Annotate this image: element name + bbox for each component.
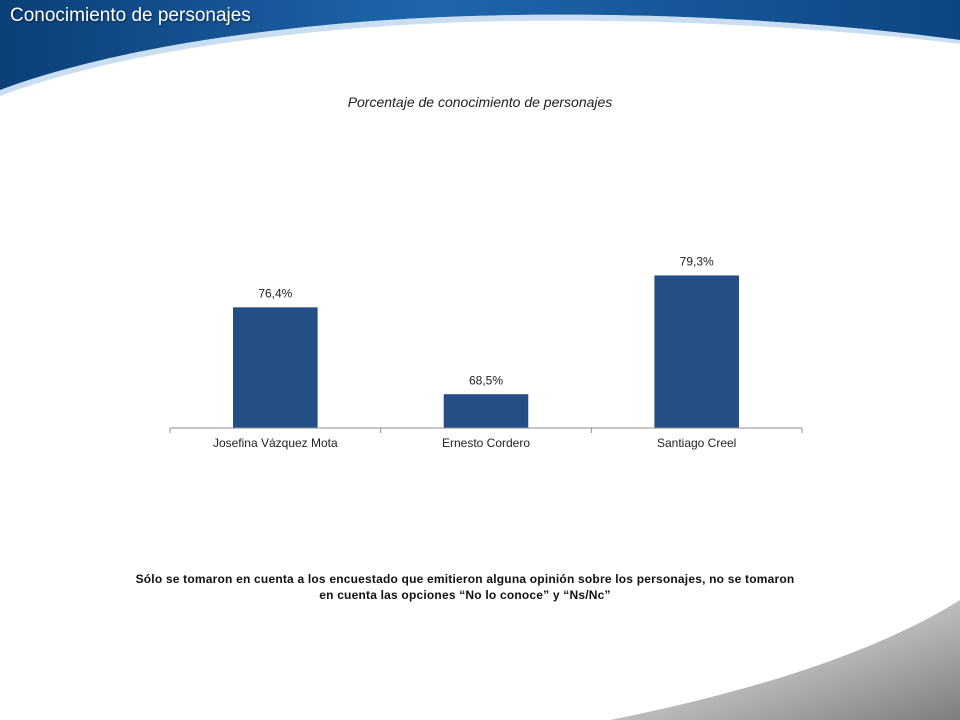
category-label-1: Ernesto Cordero <box>442 436 530 450</box>
slide-title: Conocimiento de personajes <box>10 5 251 26</box>
data-labels-group: 76,4% 68,5% 79,3% <box>258 255 714 388</box>
category-label-0: Josefina Vázquez Mota <box>213 436 338 450</box>
chart-title: Porcentaje de conocimiento de personajes <box>347 94 613 110</box>
footnote: Sólo se tomaron en cuenta a los encuesta… <box>40 571 890 603</box>
category-labels-group: Josefina Vázquez Mota Ernesto Cordero Sant… <box>213 436 736 450</box>
footnote-line-2: en cuenta las opciones “No lo conoce” y … <box>319 588 611 602</box>
data-label-1: 68,5% <box>469 374 503 388</box>
bar-0 <box>233 307 318 429</box>
footnote-line-1: Sólo se tomaron en cuenta a los encuesta… <box>135 572 795 586</box>
category-label-2: Santiago Creel <box>657 436 736 450</box>
x-axis <box>169 427 803 433</box>
bar-1 <box>443 394 529 429</box>
bars-group <box>233 275 739 429</box>
data-label-0: 76,4% <box>258 287 292 301</box>
bar-2 <box>654 275 739 429</box>
data-label-2: 79,3% <box>680 255 714 269</box>
header-swoosh-highlight <box>0 14 960 96</box>
bottom-swoosh <box>610 600 960 720</box>
header-swoosh <box>0 0 960 90</box>
